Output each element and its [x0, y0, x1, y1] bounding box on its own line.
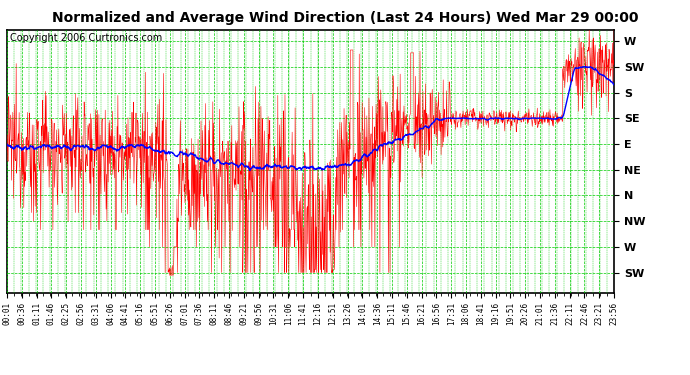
Text: Normalized and Average Wind Direction (Last 24 Hours) Wed Mar 29 00:00: Normalized and Average Wind Direction (L… [52, 11, 638, 25]
Text: Copyright 2006 Curtronics.com: Copyright 2006 Curtronics.com [10, 33, 162, 43]
